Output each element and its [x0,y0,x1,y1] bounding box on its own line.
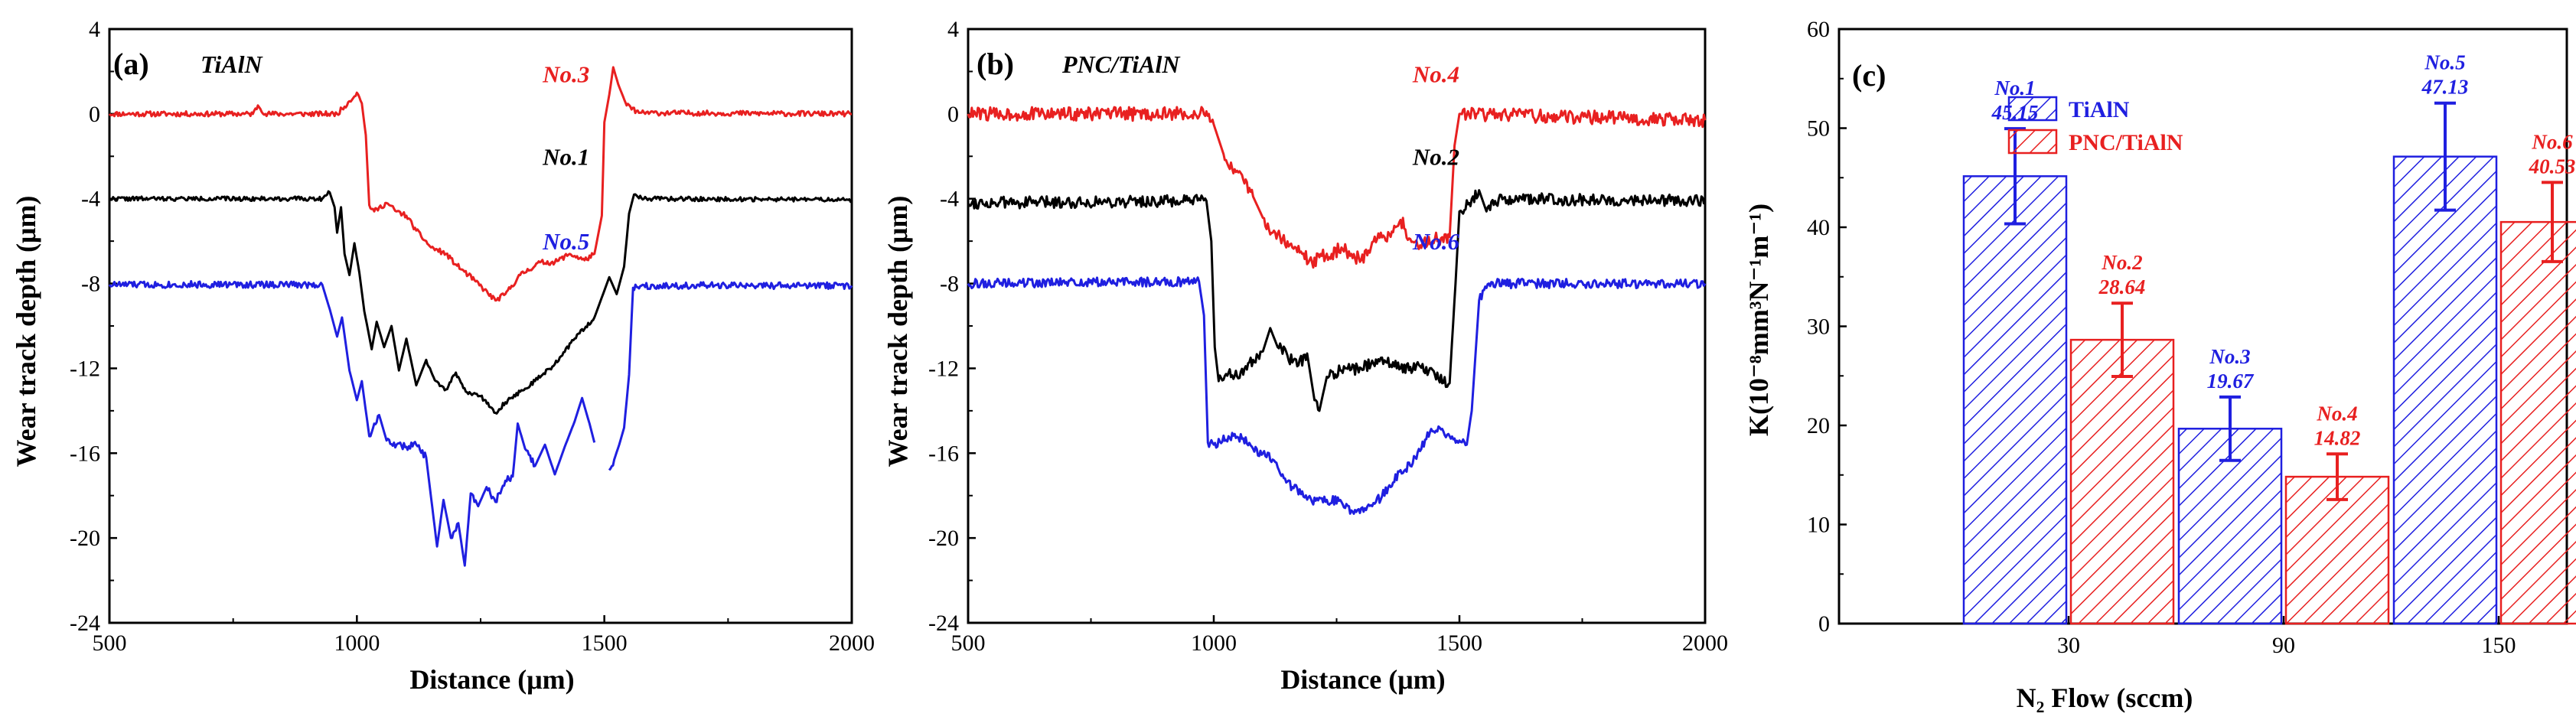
panel-a-series-no5 [108,280,853,567]
panel-a-x-tick-label: 1500 [582,630,628,656]
panel-b-y-tick-label: 0 [947,102,959,127]
panel-c-label: (c) [1852,58,1886,93]
panel-c-x-axis-title: N₂ Flow (sccm) [2017,683,2193,713]
panel-a-series-no1 [109,190,853,415]
panel-b-x-tick-label: 1000 [1191,630,1237,656]
panel-a-plot-frame [108,28,853,624]
panel-c-value-label: 19.67 [2207,370,2255,393]
panel-c-legend-swatch [2007,96,2058,122]
panel-c-y-tick-label: 20 [1807,413,1830,438]
panel-b-x-tick-label: 2000 [1682,630,1728,656]
panel-b-y-axis-title: Wear track depth (μm) [882,196,913,468]
panel-a-y-tick-label: -16 [70,441,100,466]
panel-b-x-tick-label: 500 [951,630,986,656]
panel-a-x-axis-title: Distance (μm) [409,664,574,695]
panel-c-y-tick-label: 50 [1807,116,1830,142]
panel-b-y-tick-label: -24 [928,611,959,636]
panel-b-chart: (b) PNC/TiAlN Distance (μm) Wear track d… [882,17,1728,695]
panel-a-series-label: No.5 [542,228,589,255]
panel-b-label: (b) [977,47,1014,81]
panel-c-y-tick-label: 10 [1807,513,1830,538]
panel-a-y-tick-label: 0 [89,102,100,127]
panel-c-sample-label: No.4 [2316,402,2357,425]
panel-b-y-tick-label: -20 [928,526,959,551]
panel-b-series-label: No.6 [1412,228,1460,255]
panel-c-bar-no5 [2392,155,2498,625]
panel-c-value-label: 28.64 [2098,275,2146,298]
panel-c-sample-label: No.3 [2209,345,2250,368]
panel-b-y-tick-label: -16 [928,441,959,466]
panel-a-y-tick-label: -4 [81,187,100,212]
panel-c-y-tick-label: 0 [1818,611,1830,637]
panel-c-legend-swatch [2007,129,2058,155]
panel-b-series-label: No.2 [1412,143,1459,170]
panel-c-value-label: 47.13 [2421,76,2469,99]
panel-b-series-no2 [967,189,1707,412]
panel-b-x-axis-title: Distance (μm) [1280,664,1445,695]
panel-c-value-label: 40.53 [2529,155,2576,178]
panel-c-y-tick-label: 30 [1807,314,1830,340]
panel-c-bar-no2 [2069,338,2175,625]
panel-a-series-label: No.1 [542,143,589,170]
panel-c-x-tick-label: 30 [2057,633,2080,658]
panel-a-y-tick-label: -24 [70,611,100,636]
panel-c-sample-label: No.2 [2101,251,2142,274]
panel-c-chart: (c) N₂ Flow (sccm) K(10⁻⁸mm³N⁻¹m⁻¹) 0 10 2… [1743,17,2576,713]
panel-a-series-no3 [108,66,853,302]
panel-b-y-tick-label: 4 [947,17,959,42]
panel-c-y-axis-title: K(10⁻⁸mm³N⁻¹m⁻¹) [1743,204,1774,436]
panel-b-x-tick-label: 1500 [1436,630,1482,656]
panel-b-title: PNC/TiAlN [1061,50,1181,78]
panel-a-y-axis-title: Wear track depth (μm) [11,196,41,468]
panel-b-y-tick-label: -8 [940,272,959,297]
panel-c-x-tick-label: 150 [2482,633,2516,658]
panel-c-sample-label: No.5 [2424,51,2465,74]
panel-b-y-tick-label: -12 [928,356,959,381]
panel-a-series-label: No.3 [542,60,589,87]
panel-a-y-tick-label: -12 [70,356,100,381]
panel-b-series-label: No.4 [1412,60,1459,87]
panel-a-x-tick-label: 1000 [334,630,380,656]
panel-c-bar-no1 [1962,175,2068,625]
panel-a-label: (a) [113,47,149,81]
panel-a-x-tick-label: 500 [93,630,127,656]
panel-c-y-tick-label: 40 [1807,215,1830,240]
panel-c-y-tick-label: 60 [1807,17,1830,42]
panel-a-y-tick-label: -20 [70,526,100,551]
panel-b-series-no4 [967,106,1707,269]
panel-a-y-tick-label: 4 [89,17,100,42]
panel-c-x-tick-label: 90 [2272,633,2295,658]
panel-c-sample-label: No.1 [1994,77,2035,99]
panel-a-title: TiAlN [201,50,263,78]
panel-b-y-tick-label: -4 [940,187,959,212]
panel-c-bar-no6 [2499,220,2576,625]
panel-a-chart: (a) TiAlN Distance (μm) Wear track depth… [11,17,875,695]
panel-c-legend-label: TiAlN [2069,97,2130,122]
panel-c-legend-label: PNC/TiAlN [2069,130,2183,155]
panel-b-series-no6 [967,276,1707,515]
panel-a-y-tick-label: -8 [81,272,100,297]
panel-c-sample-label: No.6 [2531,130,2573,153]
panel-a-x-tick-label: 2000 [829,630,875,656]
panel-c-value-label: 14.82 [2314,426,2361,449]
